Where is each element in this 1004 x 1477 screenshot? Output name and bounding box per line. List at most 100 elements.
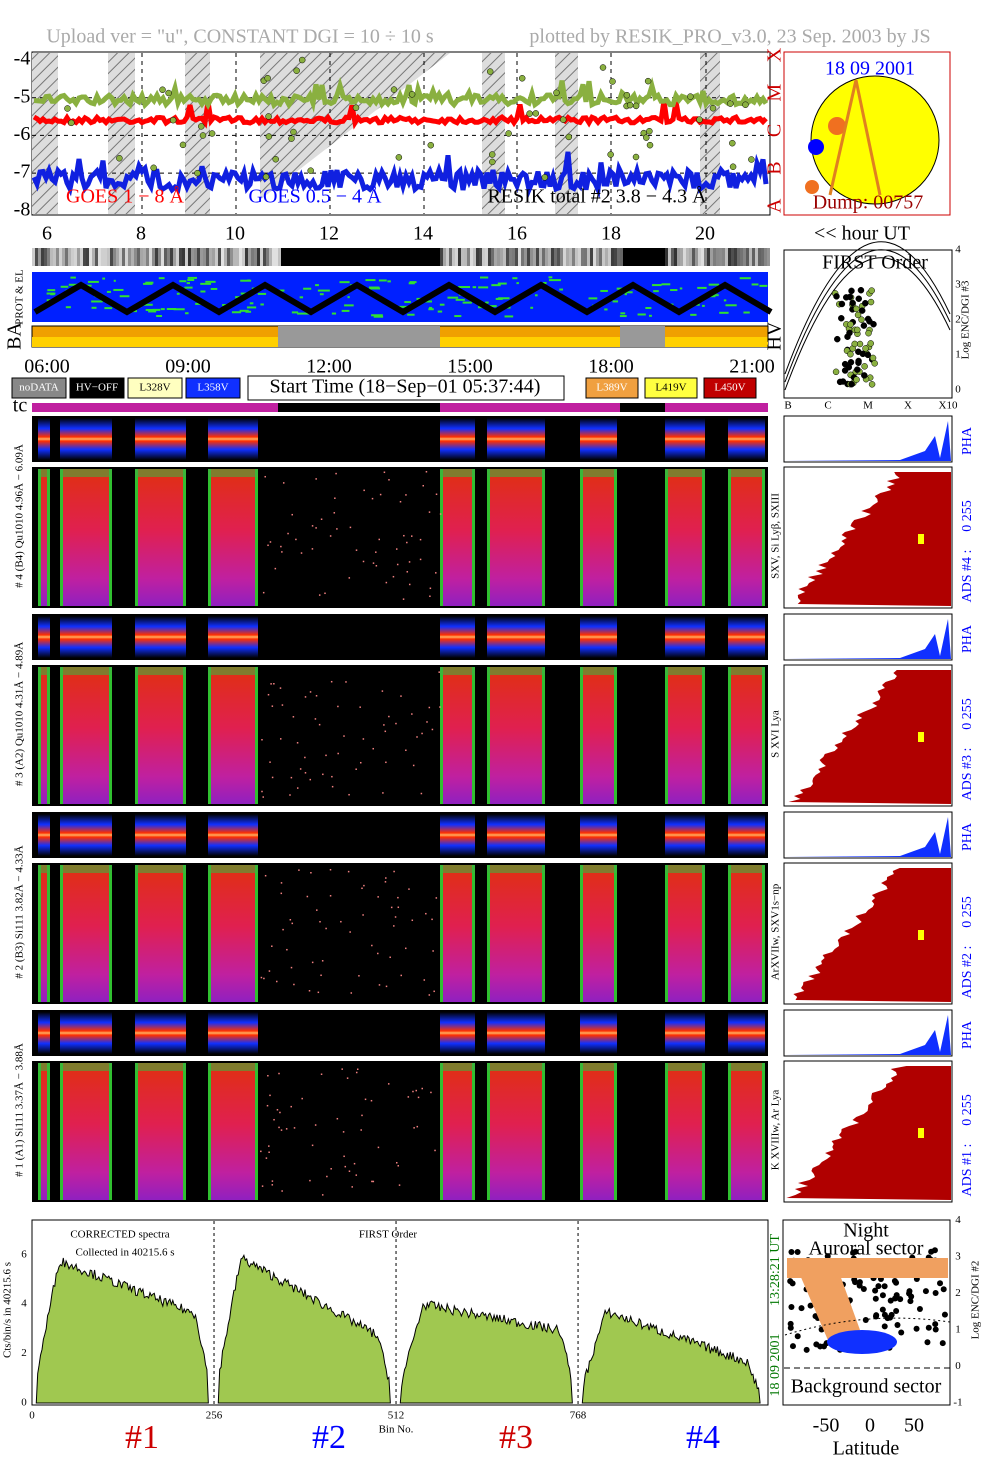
spec-speck: [405, 749, 407, 752]
spec-speck: [361, 1114, 363, 1117]
spec-speck: [318, 723, 321, 726]
fo-dot: [864, 351, 872, 359]
prot-noise: [458, 286, 471, 289]
spec-speck: [419, 558, 422, 561]
spec-speck: [396, 563, 399, 566]
spec-speck: [290, 776, 293, 779]
strip-cell: [74, 248, 77, 266]
y-tick-label: 6: [21, 1248, 27, 1260]
prot-noise: [132, 310, 137, 313]
prot-noise: [319, 293, 324, 296]
strip-cell: [557, 248, 560, 266]
strip-cell: [515, 248, 518, 266]
spec-top: [208, 1063, 258, 1071]
strip-cell: [479, 248, 482, 266]
dot: [599, 64, 607, 71]
dot: [687, 93, 694, 100]
dot: [559, 116, 567, 123]
channel-label: # 1 (A1) Si111 3.37Å − 3.88Å: [14, 1043, 26, 1177]
strip-cell: [224, 248, 227, 266]
prot-noise: [91, 300, 103, 303]
prot-noise: [690, 313, 697, 316]
strip-cell: [737, 248, 740, 266]
lat-dot: [862, 1316, 869, 1323]
prot-noise: [670, 289, 678, 292]
strip-band: [665, 1012, 705, 1054]
spec-top: [135, 865, 186, 873]
spec-speck: [301, 1097, 303, 1100]
dot: [541, 174, 549, 181]
fo-dot: [868, 287, 875, 294]
prot-noise: [187, 278, 195, 281]
hist: [797, 472, 951, 606]
spec-speck: [271, 945, 273, 947]
strip-cell: [596, 248, 599, 266]
ads-range: 0 255: [960, 1094, 975, 1126]
spec-speck: [285, 1128, 288, 1130]
spec-speck: [363, 884, 365, 887]
spec-speck: [289, 919, 292, 921]
fo-dot: [854, 326, 861, 334]
strip-cell: [392, 248, 395, 266]
prot-noise: [534, 294, 538, 297]
prot-noise: [407, 313, 415, 316]
strip-band: [728, 1012, 765, 1054]
spec-speck: [280, 892, 283, 895]
spec-edge: [702, 1063, 705, 1200]
spec-speck: [286, 948, 288, 951]
zigzag: [33, 281, 773, 316]
spec-edge: [728, 469, 731, 606]
class-label: C: [764, 124, 786, 137]
strip-cell: [293, 248, 296, 266]
lat-dot: [925, 1324, 932, 1331]
class-label: B: [764, 161, 786, 174]
spec-top: [440, 667, 475, 675]
spec-speck: [435, 572, 437, 574]
prot-noise: [200, 290, 206, 293]
spec-speck: [411, 713, 413, 715]
spec-speck: [321, 960, 324, 962]
spec-speck: [372, 1180, 375, 1183]
spec-speck: [343, 1155, 345, 1158]
class-label: A: [764, 198, 786, 213]
spec-speck: [355, 1174, 358, 1176]
strip-band: [440, 418, 475, 460]
class-label: M: [764, 84, 786, 102]
spec-speck: [392, 575, 395, 578]
prot-noise: [47, 289, 56, 292]
spec-block: [208, 1063, 258, 1200]
spec-speck: [402, 598, 405, 600]
fo-dot: [864, 315, 872, 323]
spec-speck: [387, 1083, 390, 1085]
strip-cell: [611, 248, 614, 266]
y-tick-label: 2: [955, 1287, 961, 1299]
spec-speck: [278, 1126, 280, 1129]
spec-top: [60, 1063, 112, 1071]
spec-edge: [183, 667, 186, 804]
spec-speck: [389, 956, 391, 959]
strip-cell: [605, 248, 608, 266]
strip-band: [208, 418, 258, 460]
spec-speck: [371, 944, 373, 947]
spec-edge: [580, 667, 583, 804]
spec-speck: [416, 736, 418, 738]
y-tick-label: -4: [14, 48, 31, 70]
strip-cell: [290, 248, 293, 266]
fo-dot: [847, 359, 855, 366]
legend-box: [11, 377, 67, 399]
strip-cell: [530, 248, 533, 266]
spec-speck: [311, 525, 314, 527]
strip-cell: [44, 248, 47, 266]
spec-top: [208, 667, 258, 675]
prot-noise: [437, 310, 443, 313]
strip-cell: [518, 248, 521, 266]
spec-block: [135, 1063, 186, 1200]
time-label: 18:00: [588, 356, 634, 378]
dot: [64, 105, 71, 112]
strip-cell: [227, 248, 230, 266]
spec-edge: [542, 469, 545, 606]
spec-edge: [47, 1063, 50, 1200]
track: [854, 79, 882, 196]
prot-noise: [106, 290, 112, 293]
dot: [626, 101, 634, 109]
